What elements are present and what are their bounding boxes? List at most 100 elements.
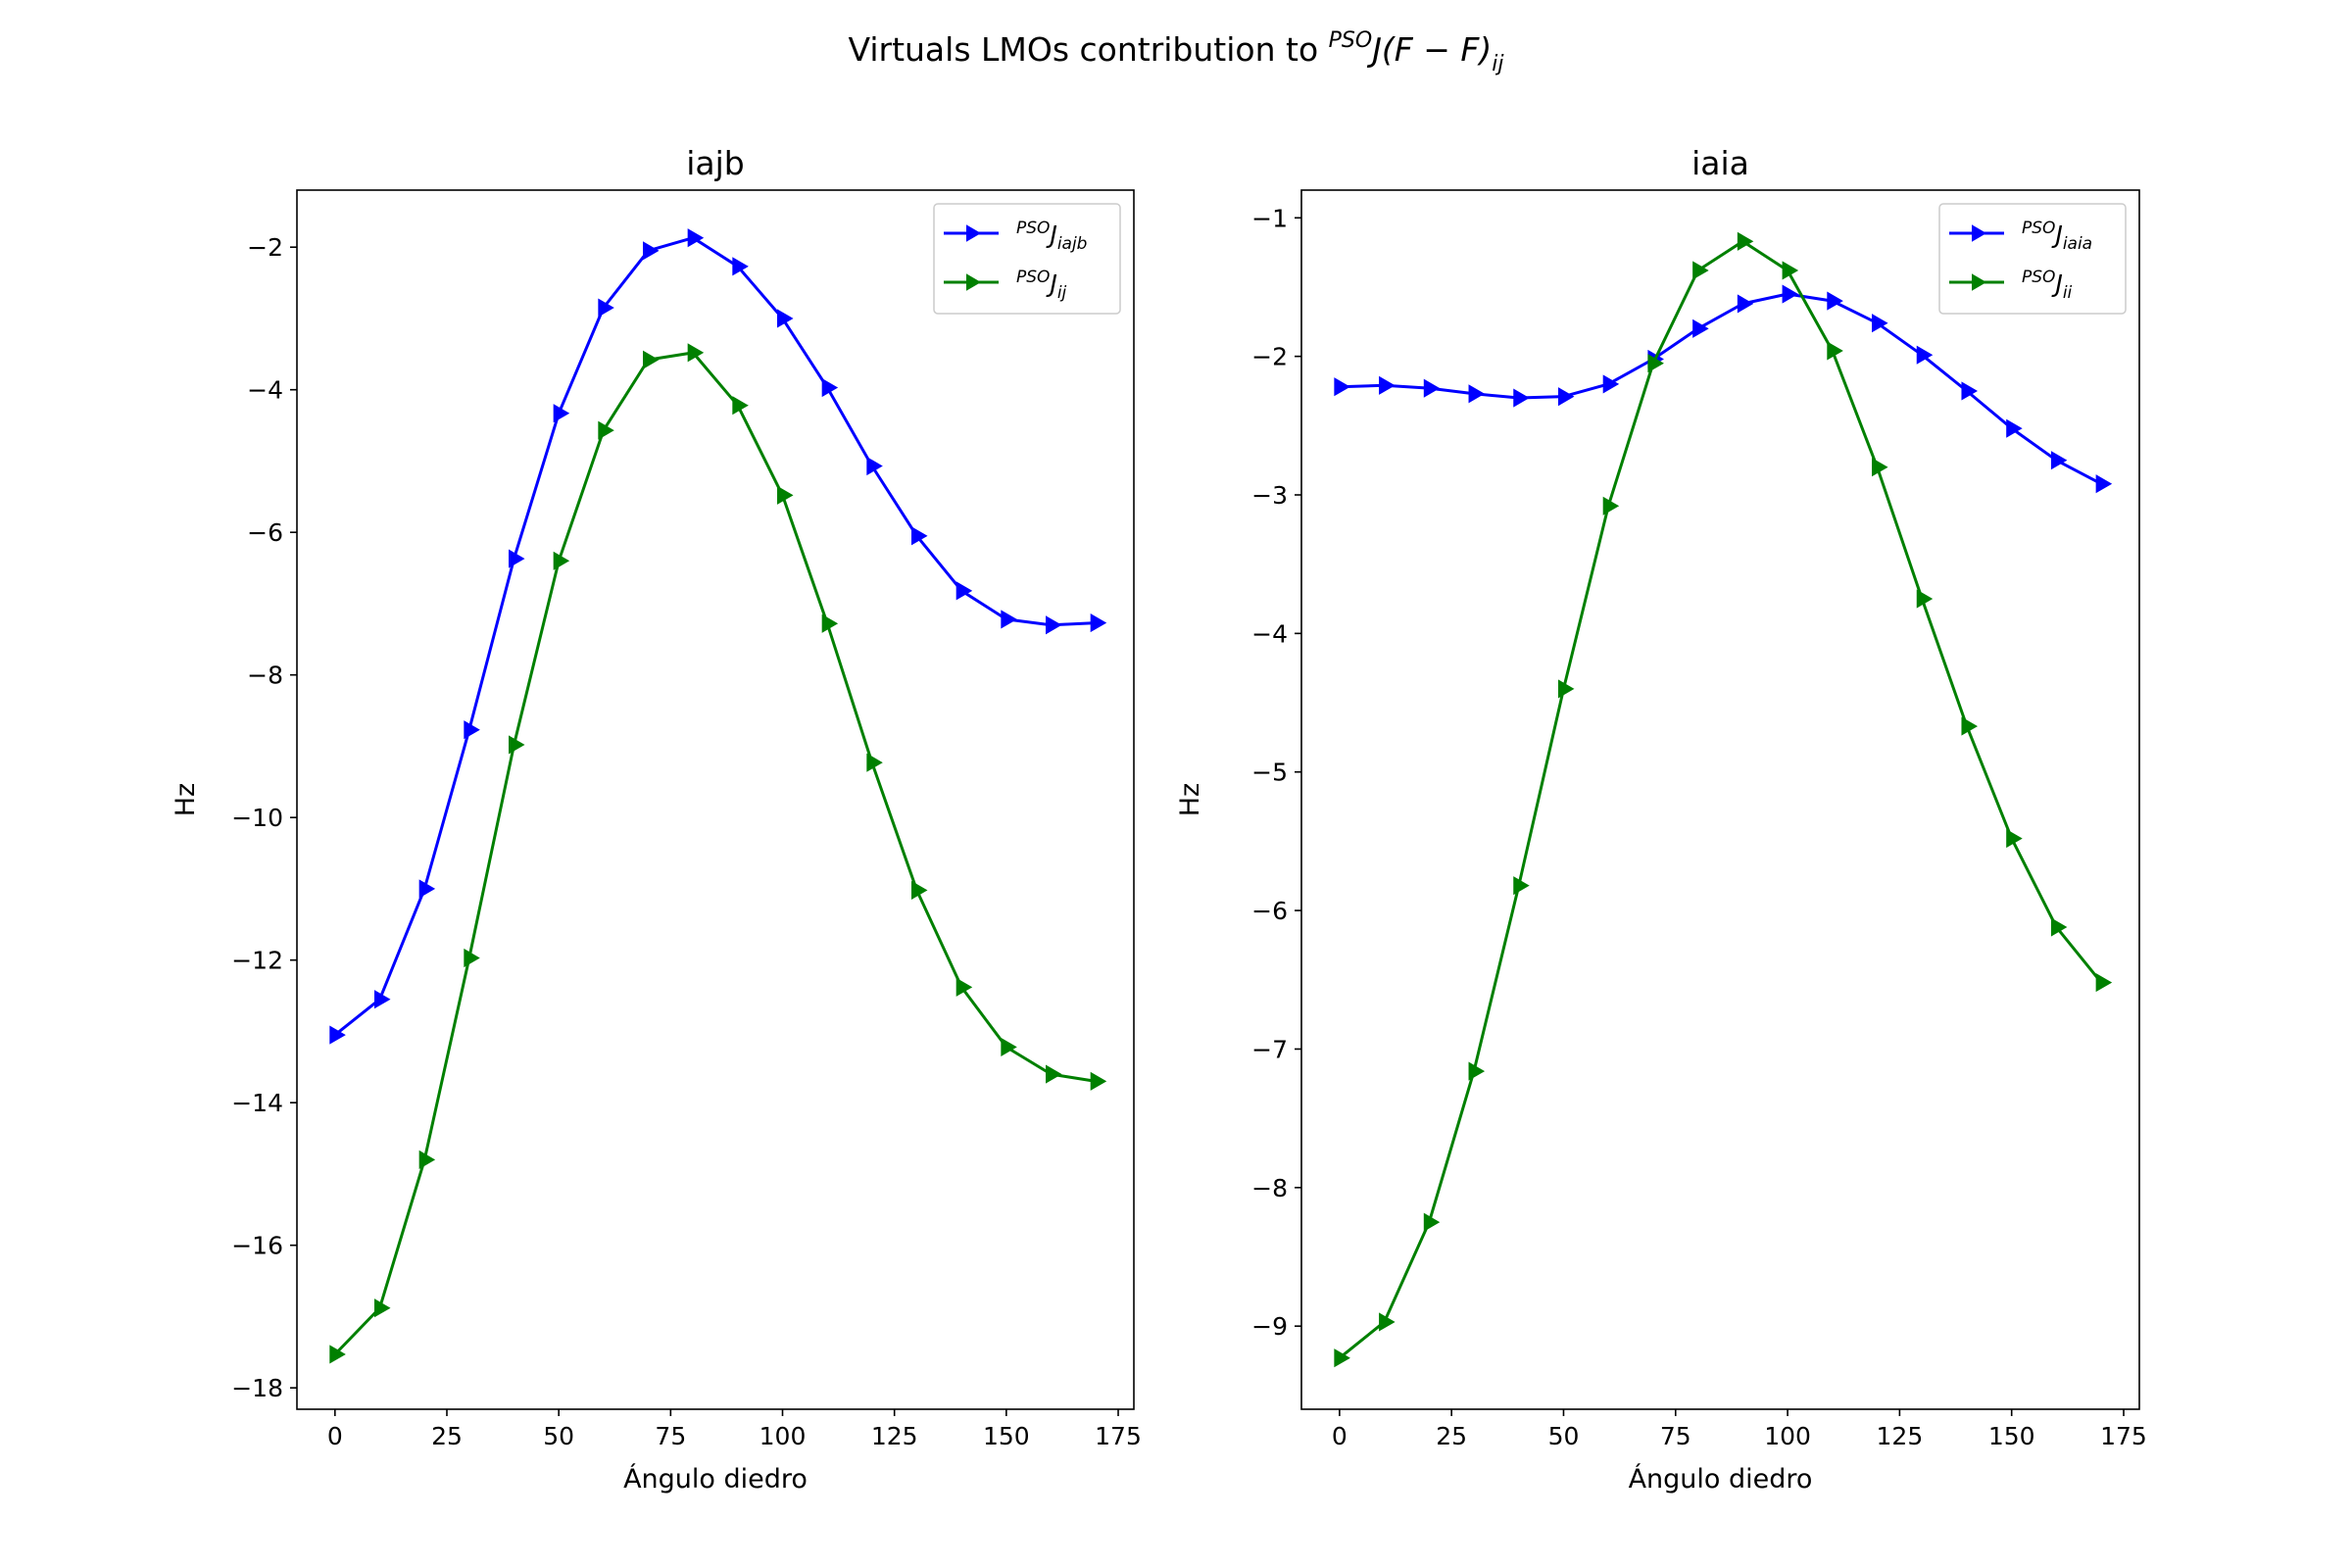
x-tick-label: 25 [431, 1422, 463, 1450]
series-iajb [329, 228, 1107, 1045]
series-iaia [1334, 284, 2113, 494]
data-point-iaia [1423, 378, 1441, 398]
x-tick-label: 50 [543, 1422, 574, 1450]
data-point-iajb [732, 257, 749, 276]
data-point-ij [642, 350, 660, 369]
y-tick-label: −14 [231, 1089, 283, 1117]
data-point-ij [732, 396, 749, 416]
axes-title: iajb [686, 144, 745, 182]
chart-iajb: iajb 0 25 50 75 100 125 150 175 −18 −16 −14 −12 −10 −8… [171, 144, 1142, 1494]
legend-label-sub: ii [2063, 283, 2073, 303]
y-tick-label: −10 [231, 804, 283, 832]
figure-title-prefix: Virtuals LMOs contribution to [848, 30, 1328, 69]
data-point-iajb [508, 549, 525, 568]
data-point-iaia [1827, 291, 1843, 311]
data-point-iajb [464, 720, 480, 740]
legend-label-sup: PSO [2022, 219, 2055, 238]
data-point-ij [418, 1150, 436, 1169]
data-point-ij [911, 880, 928, 900]
data-point-ii [1737, 231, 1754, 251]
data-point-ii [2050, 917, 2068, 937]
axes-frame [296, 189, 1135, 1410]
data-point-ij [777, 485, 794, 505]
y-tick-label: −12 [231, 947, 283, 975]
data-point-iaia [2095, 474, 2113, 494]
data-point-ii [1827, 341, 1843, 361]
data-point-iajb [911, 526, 928, 546]
x-tick-label: 100 [1764, 1422, 1811, 1450]
chart-iaia: iaia 0 25 50 75 100 125 150 175 −9 −8 −7 −6 −5 −4 −3 −2 −… [1175, 144, 2147, 1494]
axes-title: iaia [1691, 144, 1749, 182]
data-point-iajb [1001, 610, 1017, 629]
x-tick-label: 0 [327, 1422, 343, 1450]
x-tick-label: 125 [871, 1422, 918, 1450]
data-point-ij [598, 420, 614, 440]
data-point-ij [508, 735, 525, 755]
data-point-ii [1379, 1312, 1396, 1332]
series-ii [1334, 231, 2113, 1368]
data-point-iaia [2006, 418, 2023, 438]
legend-frame [933, 203, 1121, 315]
data-point-iaia [1737, 294, 1754, 314]
legend-label-sub: iaia [2063, 234, 2092, 254]
data-point-iaia [1872, 314, 1888, 333]
legend-marker-iaia [1972, 224, 1986, 242]
y-tick-label: −16 [231, 1232, 283, 1260]
data-point-ii [1782, 261, 1799, 280]
y-axis-label: Hz [1175, 783, 1205, 816]
data-point-ii [1557, 679, 1575, 699]
data-point-ii [1916, 589, 1934, 609]
y-tick-label: −2 [247, 233, 283, 262]
data-point-iajb [642, 241, 660, 261]
x-tick-label: 150 [983, 1422, 1030, 1450]
y-tick-label: −9 [1251, 1312, 1288, 1341]
series-line-iaia [1339, 292, 2102, 486]
data-point-ii [1468, 1061, 1486, 1081]
series-line-ij [333, 351, 1097, 1356]
y-tick-label: −4 [247, 376, 283, 405]
series-ij [329, 343, 1107, 1364]
y-tick-label: −2 [1251, 343, 1288, 371]
legend-label-sup: PSO [2022, 268, 2055, 287]
legend-label-sub: iajb [1057, 234, 1088, 254]
data-point-ij [373, 1298, 391, 1318]
x-tick-label: 150 [1988, 1422, 2035, 1450]
data-point-ii [1423, 1212, 1441, 1232]
data-point-iaia [2050, 451, 2068, 470]
data-point-iajb [598, 298, 614, 318]
y-tick-label: −5 [1251, 759, 1288, 787]
x-tick-label: 0 [1332, 1422, 1348, 1450]
data-point-ii [1872, 458, 1888, 477]
data-point-iaia [1334, 377, 1350, 397]
data-point-ij [1001, 1037, 1017, 1057]
x-tick-label: 175 [2100, 1422, 2147, 1450]
y-tick-label: −6 [1251, 897, 1288, 925]
x-tick-label: 75 [655, 1422, 686, 1450]
y-tick-label: −4 [1251, 619, 1288, 648]
data-point-iajb [553, 404, 570, 423]
figure-title-sub: ij [1492, 52, 1504, 76]
data-point-iaia [1782, 284, 1799, 304]
data-point-ij [1046, 1064, 1062, 1084]
data-point-ii [1961, 716, 1978, 736]
data-point-ii [1334, 1348, 1350, 1368]
data-point-iajb [373, 990, 391, 1009]
y-tick-label: −3 [1251, 481, 1288, 510]
data-point-ij [866, 753, 883, 772]
y-tick-label: −18 [231, 1374, 283, 1402]
data-point-iaia [1602, 374, 1620, 394]
data-point-ii [2006, 829, 2023, 849]
x-tick-label: 50 [1548, 1422, 1580, 1450]
x-tick-label: 75 [1660, 1422, 1691, 1450]
data-point-iaia [1916, 345, 1934, 365]
x-tick-label: 125 [1877, 1422, 1924, 1450]
data-point-iaia [1557, 387, 1575, 407]
data-point-ij [956, 977, 973, 997]
data-point-iaia [1692, 318, 1709, 338]
data-point-iaia [1961, 381, 1978, 401]
data-point-iaia [1379, 375, 1396, 395]
y-tick-label: −8 [247, 662, 283, 690]
